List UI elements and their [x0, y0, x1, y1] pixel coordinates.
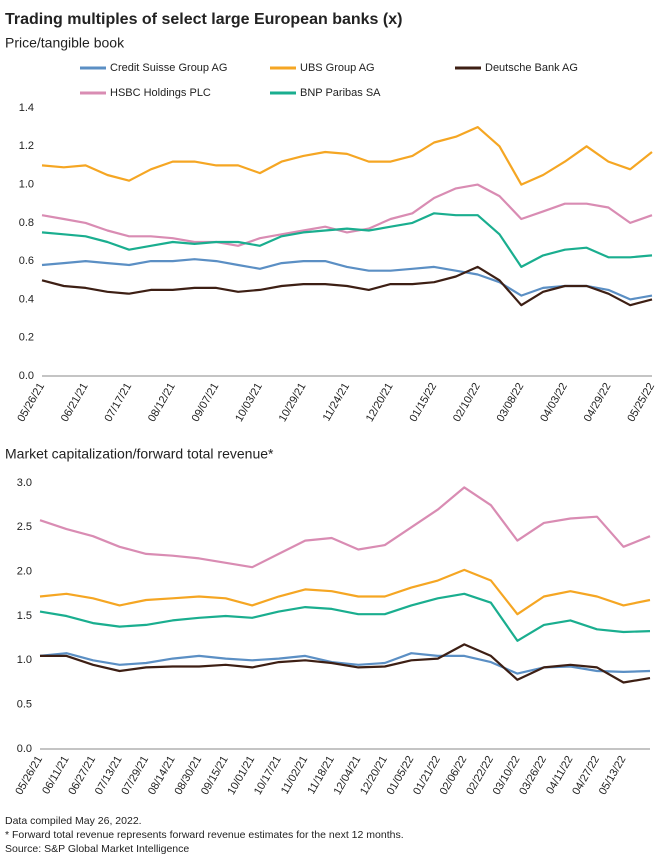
series-line	[41, 126, 653, 186]
y-tick-label: 0.0	[19, 370, 34, 382]
series-line	[41, 258, 653, 301]
y-tick-label: 0.6	[19, 255, 34, 267]
legend-label: Credit Suisse Group AG	[110, 62, 227, 74]
y-tick-label: 2.5	[17, 521, 32, 533]
y-tick-label: 1.0	[17, 654, 32, 666]
y-tick-label: 1.2	[19, 140, 34, 152]
y-tick-label: 1.5	[17, 610, 32, 622]
y-tick-label: 1.0	[19, 178, 34, 190]
y-tick-label: 0.0	[17, 743, 32, 755]
x-tick-label: 05/25/22	[625, 381, 657, 424]
y-tick-label: 0.8	[19, 217, 34, 229]
page-title: Trading multiples of select large Europe…	[5, 11, 402, 28]
footnote: Data compiled May 26, 2022.	[5, 815, 142, 827]
footnote: * Forward total revenue represents forwa…	[5, 829, 404, 841]
x-tick-label: 04/29/22	[582, 381, 614, 424]
series-line	[41, 212, 653, 268]
footnote: Source: S&P Global Market Intelligence	[5, 843, 189, 855]
x-tick-label: 06/21/21	[59, 381, 91, 424]
x-tick-label: 04/03/22	[538, 381, 570, 424]
x-tick-label: 03/08/22	[495, 381, 527, 424]
y-tick-label: 0.5	[17, 699, 32, 711]
series-line	[39, 486, 651, 569]
legend-label: BNP Paribas SA	[300, 87, 381, 99]
legend-label: UBS Group AG	[300, 62, 375, 74]
x-tick-label: 10/03/21	[233, 381, 265, 424]
legend-label: HSBC Holdings PLC	[110, 87, 211, 99]
x-tick-label: 10/29/21	[277, 381, 309, 424]
series-line	[39, 592, 651, 642]
x-tick-label: 08/12/21	[146, 381, 178, 424]
chart-title: Price/tangible book	[5, 35, 125, 51]
series-line	[39, 568, 651, 616]
series-line	[41, 265, 653, 307]
y-tick-label: 0.2	[19, 332, 34, 344]
y-tick-label: 1.4	[19, 102, 34, 114]
x-tick-label: 02/10/22	[451, 381, 483, 424]
y-tick-label: 2.0	[17, 566, 32, 578]
chart-title: Market capitalization/forward total reve…	[5, 446, 274, 462]
series-line	[39, 652, 651, 675]
series-line	[40, 643, 651, 684]
x-tick-label: 05/26/21	[15, 381, 47, 424]
x-tick-label: 07/17/21	[102, 381, 134, 424]
x-tick-label: 12/20/21	[364, 381, 396, 424]
legend-label: Deutsche Bank AG	[485, 62, 578, 74]
x-tick-label: 01/15/22	[407, 381, 439, 424]
series-line	[41, 183, 653, 247]
y-tick-label: 3.0	[17, 477, 32, 489]
x-tick-label: 09/07/21	[190, 381, 222, 424]
x-tick-label: 11/24/21	[321, 381, 352, 423]
y-tick-label: 0.4	[19, 293, 34, 305]
